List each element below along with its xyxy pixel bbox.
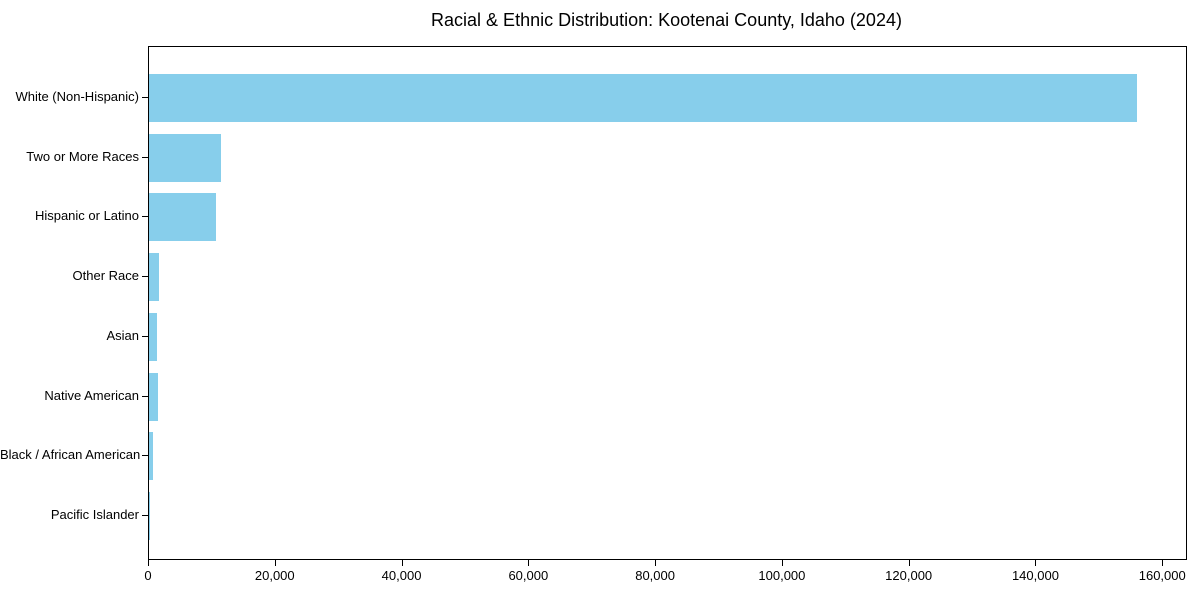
x-axis-tick xyxy=(781,560,783,566)
bar-white-non-hispanic xyxy=(149,74,1137,122)
chart-title: Racial & Ethnic Distribution: Kootenai C… xyxy=(431,10,902,30)
x-tick-label-60-000: 60,000 xyxy=(508,568,549,583)
y-tick-label-two-or-more-races: Two or More Races xyxy=(26,148,139,164)
bar-black-african-american xyxy=(149,432,153,481)
y-tick-label-hispanic-or-latino: Hispanic or Latino xyxy=(34,208,139,224)
y-axis-tick xyxy=(142,216,148,218)
y-axis-tick xyxy=(142,335,148,337)
x-axis-tick xyxy=(401,560,403,566)
y-tick-label-asian: Asian xyxy=(106,327,139,343)
y-tick-label-pacific-islander: Pacific Islander xyxy=(50,506,139,522)
x-axis-tick xyxy=(528,560,530,566)
y-axis-tick xyxy=(142,156,148,158)
y-axis-tick xyxy=(142,514,148,516)
y-tick-label-black-african-american: Black / African American xyxy=(0,447,141,463)
y-tick-label-white-non-hispanic: White (Non-Hispanic) xyxy=(15,89,139,104)
plot-area xyxy=(148,46,1187,560)
bar-native-american xyxy=(149,372,158,421)
x-axis-tick xyxy=(1035,560,1037,566)
x-tick-label-100-000: 100,000 xyxy=(758,568,806,583)
x-axis-tick xyxy=(1162,560,1164,566)
bar-asian xyxy=(149,312,158,361)
bar-pacific-islander xyxy=(149,491,150,540)
y-tick-label-other-race: Other Race xyxy=(72,268,139,284)
x-tick-label-140-000: 140,000 xyxy=(1011,568,1059,583)
bar-hispanic-or-latino xyxy=(149,193,216,242)
x-tick-label-0: 0 xyxy=(144,568,152,583)
y-axis-tick xyxy=(142,276,148,278)
x-axis-tick xyxy=(655,560,657,566)
x-tick-label-40-000: 40,000 xyxy=(381,568,422,583)
y-axis-tick xyxy=(142,455,148,457)
y-axis-tick xyxy=(142,97,148,98)
x-axis-tick xyxy=(908,560,910,566)
y-tick-label-native-american: Native American xyxy=(44,387,139,403)
y-axis-tick xyxy=(142,395,148,397)
x-tick-label-160-000: 160,000 xyxy=(1138,568,1186,583)
x-tick-label-80-000: 80,000 xyxy=(635,568,675,583)
x-tick-label-20-000: 20,000 xyxy=(254,568,295,583)
bar-two-or-more-races xyxy=(149,133,222,182)
x-tick-label-120-000: 120,000 xyxy=(885,568,933,583)
x-axis-tick xyxy=(148,560,149,566)
x-axis-tick xyxy=(274,560,276,566)
bar-other-race xyxy=(149,253,160,302)
